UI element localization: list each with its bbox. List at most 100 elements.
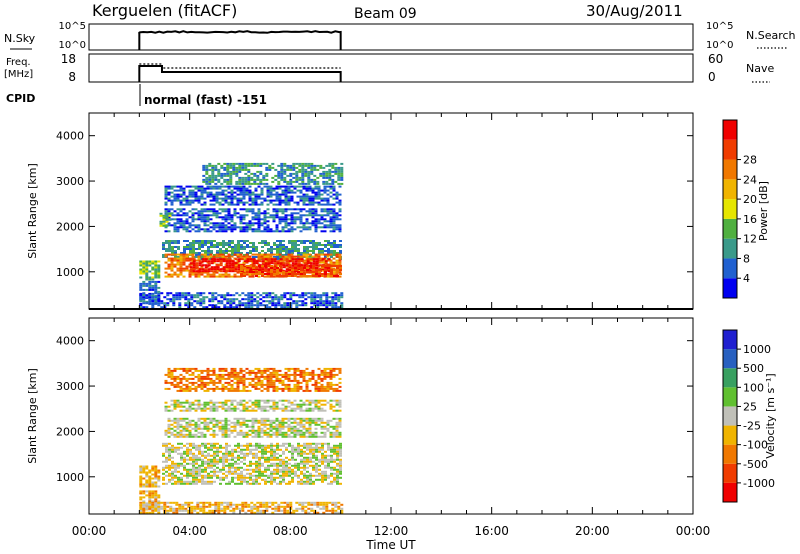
heatmap-cell [331,174,335,177]
heatmap-cell [179,373,183,376]
heatmap-cell [204,240,207,242]
heatmap-cell [218,381,222,384]
heatmap-cell [303,252,306,254]
heatmap-cell [157,270,161,273]
heatmap-cell [218,197,222,200]
heatmap-cell [216,462,219,465]
heatmap-cell [186,246,189,248]
heatmap-cell [182,255,186,258]
heatmap-cell [290,379,294,382]
heatmap-cell [250,296,254,299]
heatmap-cell [246,246,249,248]
heatmap-cell [200,379,204,382]
heatmap-cell [242,417,246,420]
heatmap-cell [256,300,260,303]
heatmap-cell [248,208,252,211]
heatmap-cell [302,255,306,258]
heatmap-cell [142,465,146,468]
heatmap-cell [270,250,273,252]
heatmap-cell [231,262,235,265]
heatmap-cell [313,180,317,183]
heatmap-cell [267,460,270,463]
heatmap-cell [247,304,251,307]
heatmap-cell [251,228,255,231]
heatmap-cell [301,180,305,183]
heatmap-cell [219,260,223,263]
heatmap-cell [215,425,219,428]
heatmap-cell [148,276,152,279]
heatmap-cell [179,435,183,438]
heatmap-cell [229,294,233,297]
heatmap-cell [267,466,270,469]
heatmap-cell [275,375,279,378]
heatmap-cell [335,228,339,231]
heatmap-cell [202,166,206,169]
heatmap-cell [221,191,225,194]
heatmap-cell [142,298,146,301]
heatmap-cell [256,178,260,181]
heatmap-cell [167,387,171,390]
heatmap-cell [302,409,306,412]
heatmap-cell [165,224,169,227]
heatmap-cell [218,212,222,215]
heatmap-cell [328,182,332,185]
heatmap-cell [332,261,336,264]
heatmap-cell [222,464,225,467]
heatmap-cell [154,465,158,468]
heatmap-cell [168,466,171,469]
heatmap-cell [286,302,290,305]
heatmap-cell [301,170,305,173]
heatmap-cell [185,195,189,198]
heatmap-cell [317,189,321,192]
heatmap-cell [259,298,263,301]
heatmap-cell [305,220,309,223]
heatmap-cell [332,187,336,190]
heatmap-cell [275,226,279,229]
heatmap-cell [218,419,222,422]
heatmap-cell [284,405,288,408]
heatmap-cell [326,259,330,262]
heatmap-cell [212,401,216,404]
heatmap-cell [224,407,228,410]
heatmap-cell [257,399,261,402]
heatmap-cell [279,275,282,277]
heatmap-cell [186,450,189,453]
heatmap-cell [297,271,300,273]
heatmap-cell [294,246,297,248]
heatmap-cell [259,182,263,185]
heatmap-cell [314,220,318,223]
heatmap-cell [142,272,146,275]
heatmap-cell [269,377,273,380]
heatmap-cell [142,268,146,271]
heatmap-cell [185,387,189,390]
heatmap-cell [287,401,291,404]
heatmap-cell [324,240,327,242]
heatmap-cell [304,304,308,307]
heatmap-cell [290,222,294,225]
heatmap-cell [322,176,326,179]
heatmap-cell [271,166,275,169]
heatmap-cell [148,286,152,289]
heatmap-cell [321,273,324,275]
heatmap-cell [191,228,195,231]
heatmap-cell [173,375,177,378]
heatmap-cell [164,187,168,190]
heatmap-cell [189,482,192,485]
heatmap-cell [221,208,225,211]
heatmap-cell [218,425,222,428]
heatmap-cell [198,452,201,455]
heatmap-cell [266,212,270,215]
heatmap-cell [323,185,327,188]
heatmap-cell [313,298,317,301]
heatmap-cell [216,252,219,254]
heatmap-cell [186,458,189,461]
heatmap-cell [250,304,254,307]
heatmap-cell [220,302,224,305]
heatmap-cell [338,230,342,233]
heatmap-cell [164,409,168,412]
heatmap-cell [209,405,213,408]
heatmap-cell [221,387,225,390]
heatmap-cell [264,482,267,485]
heatmap-cell [294,240,297,242]
heatmap-cell [281,220,285,223]
